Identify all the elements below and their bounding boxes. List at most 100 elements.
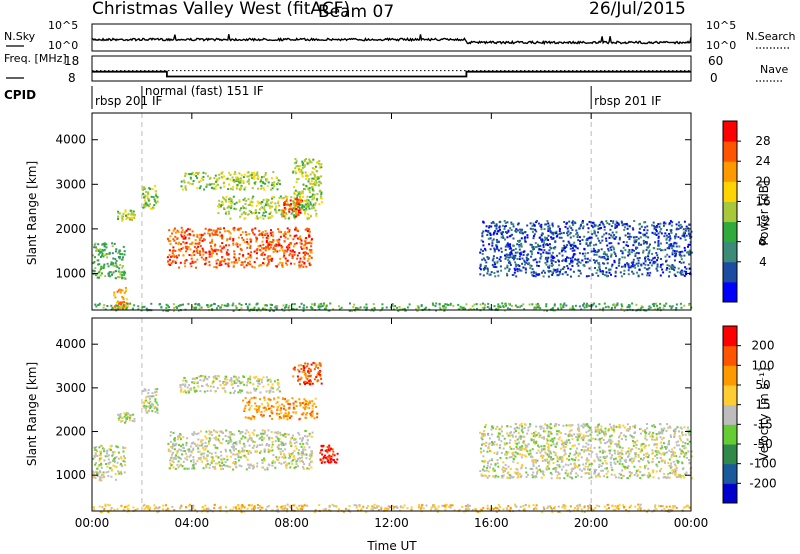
- echo-cell: [149, 203, 152, 206]
- echo-cell: [563, 477, 566, 480]
- echo-cell: [275, 211, 278, 214]
- echo-cell: [543, 445, 546, 448]
- echo-cell: [302, 436, 304, 439]
- echo-cell: [110, 448, 112, 451]
- echo-cell: [148, 402, 151, 405]
- echo-cell: [199, 179, 202, 182]
- echo-cell: [281, 262, 284, 265]
- echo-cell: [578, 236, 581, 239]
- echo-cell: [655, 446, 658, 449]
- echo-cell: [296, 375, 299, 378]
- echo-cell: [126, 412, 129, 415]
- n-search-label: N.Search: [746, 30, 796, 43]
- echo-cell: [432, 303, 435, 306]
- echo-cell: [168, 258, 171, 261]
- echo-cell: [656, 263, 659, 266]
- echo-cell: [365, 306, 368, 309]
- echo-cell: [112, 453, 115, 456]
- echo-cell: [217, 305, 220, 307]
- echo-cell: [214, 231, 217, 234]
- echo-cell: [221, 171, 224, 173]
- echo-cell: [180, 390, 183, 393]
- echo-cell: [92, 470, 95, 473]
- echo-cell: [235, 378, 238, 381]
- nave-label: Nave: [760, 63, 788, 76]
- echo-cell: [646, 423, 648, 425]
- echo-cell: [308, 458, 311, 461]
- echo-cell: [207, 384, 209, 387]
- echo-cell: [309, 456, 312, 459]
- echo-cell: [514, 254, 517, 257]
- echo-cell: [501, 434, 504, 437]
- echo-cell: [219, 384, 222, 387]
- echo-cell: [183, 234, 186, 237]
- echo-cell: [598, 466, 600, 468]
- echo-cell: [322, 304, 325, 307]
- echo-cell: [102, 474, 105, 476]
- echo-cell: [252, 383, 255, 386]
- echo-cell: [232, 264, 235, 267]
- echo-cell: [245, 233, 248, 236]
- echo-cell: [275, 243, 278, 246]
- echo-cell: [279, 230, 282, 233]
- echo-cell: [609, 246, 612, 249]
- echo-cell: [242, 179, 245, 182]
- echo-cell: [181, 229, 184, 232]
- echo-cell: [107, 475, 110, 478]
- echo-cell: [266, 185, 269, 188]
- echo-cell: [310, 245, 313, 248]
- echo-cell: [565, 469, 568, 472]
- echo-cell: [273, 244, 276, 247]
- echo-cell: [93, 246, 96, 249]
- echo-cell: [597, 474, 600, 477]
- echo-cell: [506, 272, 508, 275]
- echo-cell: [203, 232, 206, 235]
- echo-cell: [213, 266, 216, 269]
- echo-cell: [247, 261, 249, 264]
- echo-cell: [202, 250, 205, 253]
- echo-cell: [267, 262, 270, 265]
- echo-cell: [416, 309, 419, 312]
- echo-cell: [284, 236, 287, 239]
- echo-cell: [306, 216, 309, 219]
- echo-cell: [318, 363, 321, 366]
- echo-cell: [590, 236, 593, 239]
- echo-cell: [358, 307, 361, 310]
- echo-cell: [223, 230, 226, 233]
- echo-cell: [509, 264, 512, 266]
- echo-cell: [232, 392, 235, 394]
- echo-cell: [203, 377, 206, 380]
- echo-cell: [271, 187, 274, 190]
- echo-cell: [635, 236, 638, 238]
- echo-cell: [523, 260, 526, 263]
- echo-cell: [172, 259, 175, 262]
- echo-cell: [397, 309, 400, 312]
- echo-cell: [320, 302, 323, 305]
- echo-cell: [208, 264, 211, 267]
- echo-cell: [99, 475, 102, 478]
- echo-cell: [319, 375, 322, 378]
- echo-cell: [286, 259, 289, 262]
- echo-cell: [319, 181, 322, 184]
- echo-cell: [560, 236, 563, 239]
- echo-cell: [295, 460, 298, 463]
- echo-cell: [232, 185, 235, 188]
- echo-cell: [534, 271, 537, 274]
- echo-cell: [112, 257, 115, 260]
- echo-cell: [189, 445, 192, 448]
- echo-cell: [550, 254, 553, 257]
- echo-cell: [225, 378, 228, 381]
- echo-cell: [214, 390, 217, 393]
- echo-cell: [531, 303, 534, 306]
- echo-cell: [611, 236, 614, 239]
- echo-cell: [568, 476, 571, 479]
- echo-cell: [655, 226, 658, 229]
- echo-cell: [103, 245, 106, 248]
- echo-cell: [526, 432, 529, 435]
- echo-cell: [109, 461, 112, 464]
- echo-cell: [308, 189, 311, 192]
- echo-cell: [313, 302, 316, 305]
- echo-cell: [193, 250, 196, 253]
- echo-cell: [618, 260, 621, 263]
- echo-cell: [301, 413, 304, 416]
